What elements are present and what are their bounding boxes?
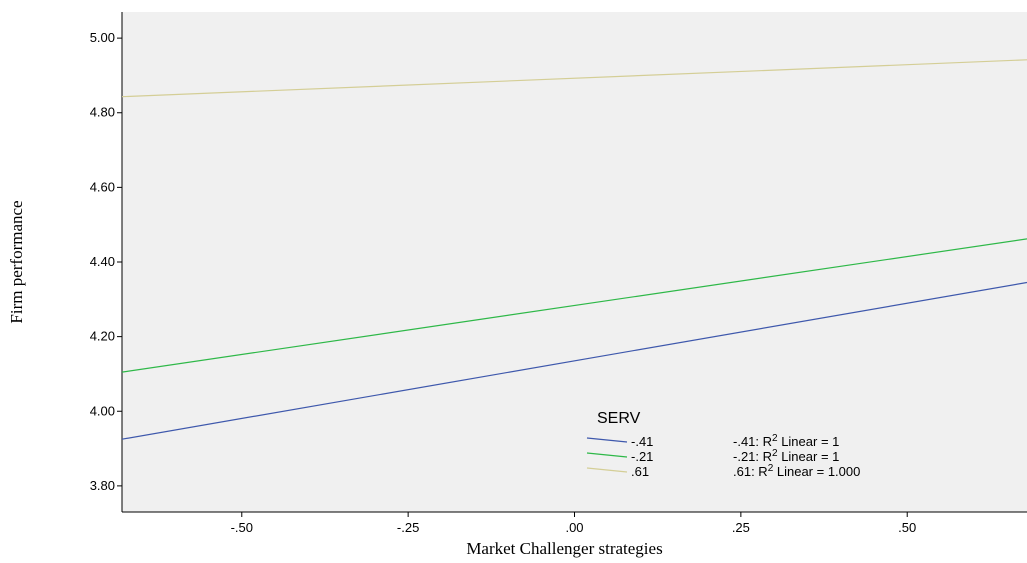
y-tick-label: 3.80 — [90, 478, 115, 493]
legend-swatch — [586, 452, 628, 458]
legend-swatch — [586, 467, 628, 473]
x-tick-label: .00 — [565, 520, 583, 535]
legend: SERV -.41 -.41: R2 Linear = 1 -.21 -.21: R2… — [586, 410, 860, 479]
series-lines — [121, 59, 1027, 440]
y-tick-label: 5.00 — [90, 30, 115, 45]
y-tick-label: 4.20 — [90, 329, 115, 344]
series-line — [121, 238, 1027, 373]
y-axis-title: Firm performance — [7, 200, 26, 323]
x-axis-title: Market Challenger strategies — [466, 539, 662, 558]
legend-fit-label: -.21: R2 Linear = 1 — [733, 448, 839, 464]
x-tick-label: .50 — [898, 520, 916, 535]
y-tick-label: 4.80 — [90, 105, 115, 120]
series-line — [121, 281, 1027, 440]
y-tick-label: 4.00 — [90, 403, 115, 418]
legend-fit-label: .61: R2 Linear = 1.000 — [733, 463, 860, 479]
y-axis: 3.80 4.00 4.20 4.40 4.60 4.80 5.00 — [90, 12, 123, 512]
legend-entry-label: .61 — [631, 464, 649, 479]
x-axis: -.50 -.25 .00 .25 .50 — [122, 511, 1027, 535]
legend-swatch — [586, 437, 628, 443]
legend-fit-label: -.41: R2 Linear = 1 — [733, 433, 839, 449]
legend-entry-label: -.41 — [631, 434, 653, 449]
x-tick-label: -.50 — [231, 520, 253, 535]
legend-title: SERV — [597, 410, 641, 427]
series-line — [121, 59, 1027, 98]
y-tick-label: 4.60 — [90, 179, 115, 194]
legend-entry-label: -.21 — [631, 449, 653, 464]
x-tick-label: -.25 — [397, 520, 419, 535]
plot-area — [122, 12, 1027, 512]
x-tick-label: .25 — [732, 520, 750, 535]
y-tick-label: 4.40 — [90, 254, 115, 269]
